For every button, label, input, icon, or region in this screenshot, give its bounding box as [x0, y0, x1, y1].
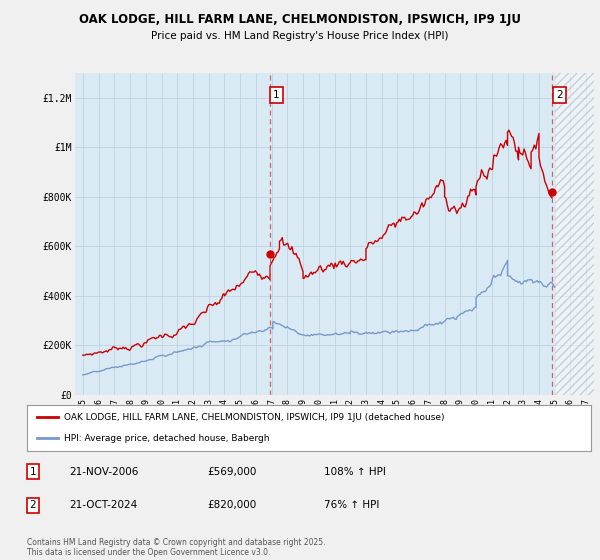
Text: 21-NOV-2006: 21-NOV-2006 — [69, 466, 139, 477]
Text: HPI: Average price, detached house, Babergh: HPI: Average price, detached house, Babe… — [64, 434, 269, 443]
Text: £569,000: £569,000 — [207, 466, 256, 477]
Text: OAK LODGE, HILL FARM LANE, CHELMONDISTON, IPSWICH, IP9 1JU (detached house): OAK LODGE, HILL FARM LANE, CHELMONDISTON… — [64, 413, 444, 422]
Text: 1: 1 — [29, 466, 37, 477]
Text: 2: 2 — [556, 90, 563, 100]
Text: OAK LODGE, HILL FARM LANE, CHELMONDISTON, IPSWICH, IP9 1JU: OAK LODGE, HILL FARM LANE, CHELMONDISTON… — [79, 13, 521, 26]
Text: 108% ↑ HPI: 108% ↑ HPI — [324, 466, 386, 477]
Text: £820,000: £820,000 — [207, 500, 256, 510]
Text: 76% ↑ HPI: 76% ↑ HPI — [324, 500, 379, 510]
Bar — [554, 73, 594, 395]
Text: Price paid vs. HM Land Registry's House Price Index (HPI): Price paid vs. HM Land Registry's House … — [151, 31, 449, 41]
Text: 21-OCT-2024: 21-OCT-2024 — [69, 500, 137, 510]
Text: 2: 2 — [29, 500, 37, 510]
Text: Contains HM Land Registry data © Crown copyright and database right 2025.
This d: Contains HM Land Registry data © Crown c… — [27, 538, 325, 557]
Text: 1: 1 — [273, 90, 280, 100]
